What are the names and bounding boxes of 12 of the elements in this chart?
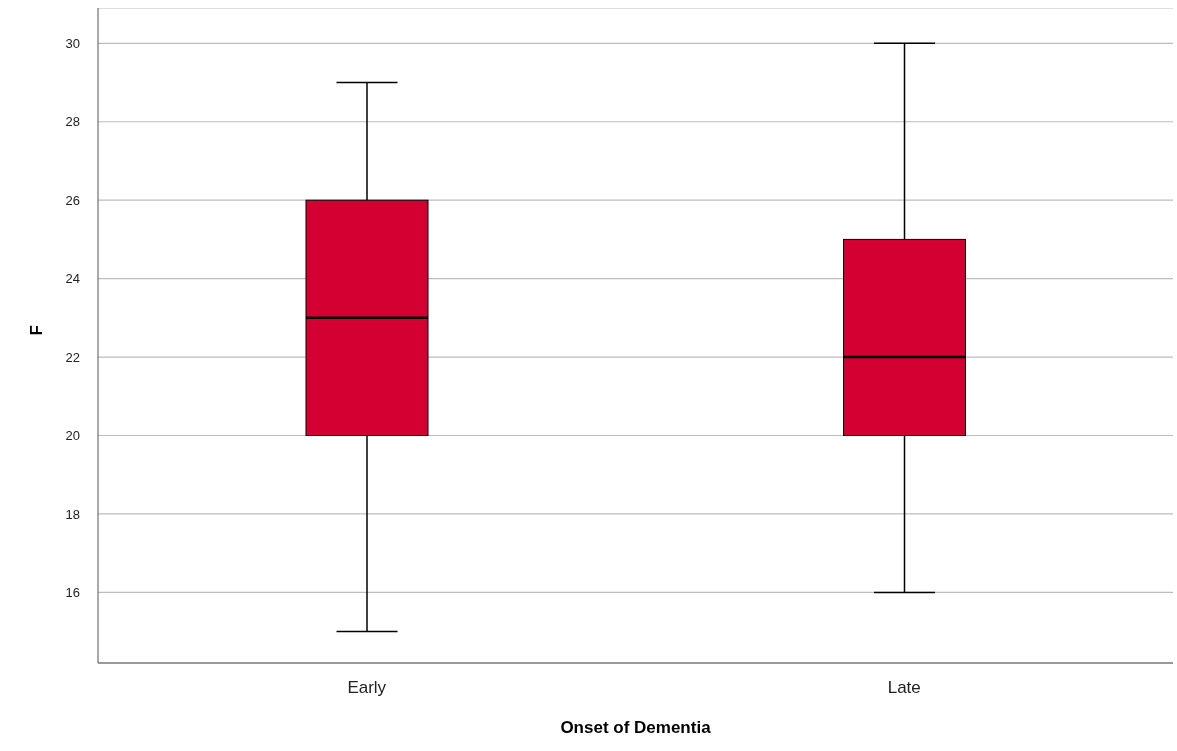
x-axis-title: Onset of Dementia <box>560 718 712 737</box>
x-tick-label: Late <box>887 678 921 698</box>
y-tick-label: 26 <box>65 192 80 208</box>
y-tick-label: 18 <box>65 506 80 522</box>
y-tick-label: 22 <box>65 349 80 365</box>
y-tick-label: 24 <box>65 271 80 287</box>
y-tick-label: 16 <box>65 585 80 601</box>
y-tick-label: 30 <box>65 35 80 51</box>
y-axis-title: F <box>27 325 47 336</box>
y-tick-label: 28 <box>65 114 80 130</box>
x-tick-label: Early <box>347 678 387 698</box>
y-tick-label: 20 <box>65 428 80 444</box>
